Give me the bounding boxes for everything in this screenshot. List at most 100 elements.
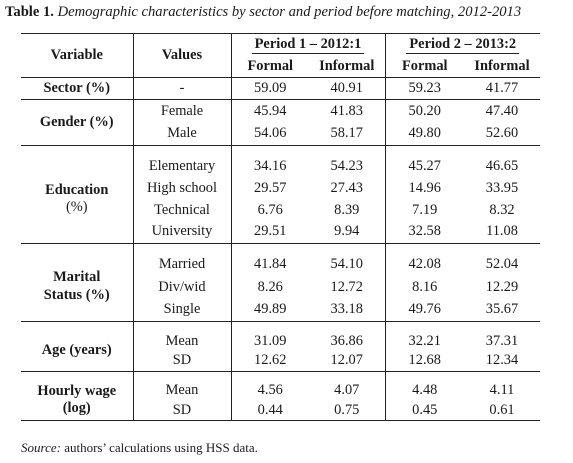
header-values: Values [133, 33, 232, 78]
cell: 31.09 [254, 332, 287, 349]
header-informal-p1: Informal [309, 56, 386, 78]
table-row-age: SD 12.62 12.07 12.68 12.34 [21, 351, 540, 372]
group-spacer [21, 371, 540, 381]
subheader-row: Formal Informal Formal Informal [21, 56, 540, 78]
table-row-wage: Hourly wage (log) Mean 4.56 4.07 4.48 4.1… [21, 380, 540, 421]
cell: 11.08 [464, 221, 540, 244]
variable-age: Age (years) [21, 331, 134, 372]
cell: 54.23 [309, 155, 386, 177]
table-row-gender: Gender (%) Female 45.94 41.83 50.20 47.4… [21, 99, 540, 146]
cell: 46.65 [485, 157, 519, 174]
table-row-education: University 29.51 9.94 32.58 11.08 [21, 221, 540, 244]
variable-unit: (%) [65, 198, 88, 215]
period-2-label: Period 2 – 2013:2 [406, 36, 520, 54]
variable-marital-status: Marital Status (%) [21, 252, 134, 322]
source-text: authors’ calculations using HSS data. [60, 440, 258, 455]
cell: 42.08 [408, 255, 441, 272]
variable-education: Education (%) [21, 155, 134, 244]
value-label: SD [133, 351, 232, 372]
demographics-table: Variable Values Period 1 – 2012:1 Period… [21, 33, 540, 421]
cell: 29.57 [254, 179, 287, 196]
table-row-sector: Sector (%) - 59.09 40.91 59.23 41.77 [21, 77, 540, 100]
cell: 49.89 [231, 298, 309, 322]
cell: 52.60 [464, 122, 540, 146]
table-row-education: High school 29.57 27.43 14.96 33.95 [21, 177, 540, 199]
cell: 14.96 [408, 179, 441, 196]
variable-gender: Gender (%) [21, 99, 134, 146]
cell: 47.40 [485, 102, 519, 119]
value-label: Technical [133, 199, 232, 221]
cell: 27.43 [309, 177, 386, 199]
variable-label: Education [45, 181, 109, 198]
header-formal-p2: Formal [385, 56, 464, 78]
period-1-label: Period 1 – 2012:1 [251, 36, 365, 54]
table-caption: Table 1. Demographic characteristics by … [5, 4, 521, 21]
cell: 0.75 [309, 400, 386, 421]
table-row-gender: Male 54.06 58.17 49.80 52.60 [21, 122, 540, 146]
cell: 34.16 [254, 157, 287, 174]
value-label: Male [133, 122, 232, 146]
variable-sector: Sector (%) [21, 77, 134, 100]
cell: 45.27 [408, 157, 441, 174]
table-row-wage: SD 0.44 0.75 0.45 0.61 [21, 400, 540, 421]
cell: 4.11 [489, 382, 515, 398]
cell: 4.56 [257, 382, 283, 398]
cell: 4.48 [412, 382, 438, 398]
table-row-marital: Single 49.89 33.18 49.76 35.67 [21, 298, 540, 322]
value-label: Elementary [133, 155, 232, 177]
cell: 33.95 [485, 179, 519, 196]
source-label: Source: [21, 440, 61, 455]
cell: 59.23 [385, 77, 464, 100]
table-row-marital: Div/wid 8.26 12.72 8.16 12.29 [21, 275, 540, 299]
value-label: Div/wid [133, 275, 232, 299]
value-label: SD [133, 400, 232, 421]
value-label: Single [133, 298, 232, 322]
header-period-2: Period 2 – 2013:2 [385, 33, 540, 56]
cell: 45.94 [254, 102, 287, 119]
cell: 52.04 [485, 255, 519, 272]
cell: 49.80 [385, 122, 464, 146]
table-row-education: Technical 6.76 8.39 7.19 8.32 [21, 199, 540, 221]
cell: 58.17 [309, 122, 386, 146]
cell: 35.67 [464, 298, 540, 322]
cell: 9.94 [309, 221, 386, 244]
table-row-marital: Marital Status (%) Married 41.84 54.10 42… [21, 252, 540, 322]
header-informal-p2: Informal [464, 56, 540, 78]
cell: 41.83 [309, 99, 386, 123]
source-note: Source: authors’ calculations using HSS … [21, 440, 258, 456]
header-formal-p1: Formal [231, 56, 309, 78]
cell: 8.26 [257, 278, 283, 295]
cell: 41.84 [254, 255, 287, 272]
header-variable: Variable [21, 33, 134, 78]
value-label: Mean [133, 380, 232, 401]
cell: 12.72 [309, 275, 386, 299]
header-period-1: Period 1 – 2012:1 [231, 33, 386, 56]
variable-label: Marital [53, 269, 101, 286]
variable-label: Hourly wage [37, 382, 117, 399]
value-label: University [133, 221, 232, 244]
cell: 32.21 [408, 332, 441, 349]
cell: 8.39 [309, 199, 386, 221]
cell: 32.58 [385, 221, 464, 244]
table-row-age: Age (years) Mean 31.09 36.86 32.21 37.31 [21, 331, 540, 372]
variable-hourly-wage: Hourly wage (log) [21, 380, 134, 421]
cell: 37.31 [485, 332, 519, 349]
header-row: Variable Values Period 1 – 2012:1 Period… [21, 33, 540, 78]
group-spacer [21, 145, 540, 155]
cell: 4.07 [309, 380, 386, 401]
cell: 59.09 [231, 77, 309, 100]
group-spacer [21, 321, 540, 331]
cell: 8.32 [489, 201, 515, 218]
cell: 6.76 [257, 201, 283, 218]
value-label: High school [133, 177, 232, 199]
cell: 29.51 [231, 221, 309, 244]
value-label: Married [133, 252, 232, 276]
cell: 36.86 [309, 331, 386, 351]
cell: 8.16 [412, 278, 438, 295]
cell: 7.19 [412, 201, 438, 218]
cell: 41.77 [464, 77, 540, 100]
variable-unit: (log) [62, 400, 91, 417]
value-label: Mean [133, 331, 232, 351]
cell: 49.76 [385, 298, 464, 322]
